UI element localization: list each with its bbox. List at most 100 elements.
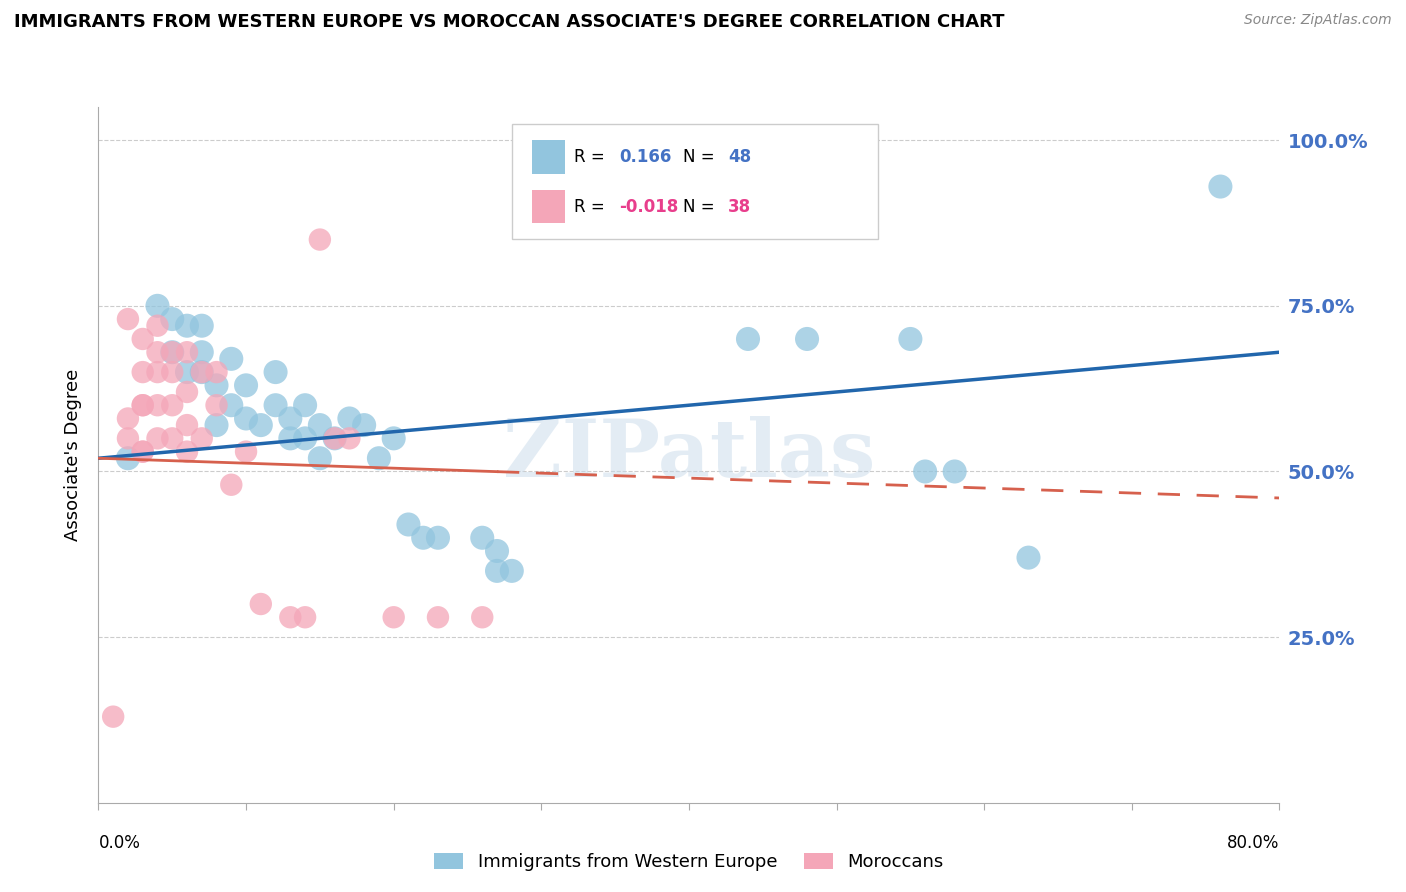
Point (412, 531, 434, 545)
Point (176, 444, 198, 458)
Text: Source: ZipAtlas.com: Source: ZipAtlas.com (1244, 13, 1392, 28)
Point (323, 431, 346, 445)
Point (162, 431, 183, 445)
Point (117, 312, 139, 326)
Point (205, 378, 228, 392)
Point (648, 146, 671, 161)
Point (427, 610, 450, 624)
Point (339, 411, 360, 425)
Point (1017, 550, 1039, 565)
Point (219, 398, 242, 412)
Point (205, 418, 228, 433)
Point (162, 365, 183, 379)
Text: 80.0%: 80.0% (1227, 834, 1279, 852)
Point (191, 318, 214, 333)
Point (146, 431, 169, 445)
Text: R =: R = (575, 148, 610, 166)
Point (117, 451, 139, 466)
Point (235, 378, 257, 392)
Point (900, 332, 922, 346)
Point (162, 345, 183, 359)
Point (471, 610, 494, 624)
Point (309, 451, 332, 466)
Point (368, 451, 391, 466)
Text: 48: 48 (728, 148, 751, 166)
Point (278, 431, 302, 445)
Text: 0.166: 0.166 (619, 148, 672, 166)
Point (191, 345, 214, 359)
Point (309, 233, 332, 247)
Y-axis label: Associate's Degree: Associate's Degree (65, 368, 83, 541)
Point (235, 411, 257, 425)
Point (278, 610, 302, 624)
Text: -0.018: -0.018 (619, 198, 679, 216)
Point (219, 351, 242, 366)
Point (191, 365, 214, 379)
Point (737, 332, 759, 346)
FancyBboxPatch shape (531, 190, 565, 223)
Point (294, 398, 316, 412)
Point (162, 398, 183, 412)
Text: N =: N = (683, 148, 720, 166)
Point (235, 444, 257, 458)
Point (486, 564, 509, 578)
Text: ZIPatlas: ZIPatlas (503, 416, 875, 494)
Point (176, 365, 198, 379)
Text: N =: N = (683, 198, 720, 216)
Point (176, 384, 198, 399)
Point (132, 398, 155, 412)
Point (219, 477, 242, 491)
Point (264, 398, 287, 412)
Point (162, 312, 183, 326)
Point (353, 418, 375, 433)
Legend: Immigrants from Western Europe, Moroccans: Immigrants from Western Europe, Moroccan… (427, 846, 950, 879)
Point (176, 345, 198, 359)
Point (382, 431, 405, 445)
Point (664, 153, 686, 167)
Point (294, 431, 316, 445)
Point (146, 318, 169, 333)
Text: 38: 38 (728, 198, 751, 216)
Point (250, 418, 273, 433)
Point (132, 444, 155, 458)
Text: R =: R = (575, 198, 610, 216)
Point (294, 610, 316, 624)
Point (191, 431, 214, 445)
Point (146, 398, 169, 412)
Point (486, 544, 509, 558)
Point (396, 517, 419, 532)
Point (648, 146, 671, 161)
Point (132, 365, 155, 379)
Point (176, 418, 198, 433)
Point (633, 146, 655, 161)
Point (205, 365, 228, 379)
Text: 0.0%: 0.0% (98, 834, 141, 852)
Point (309, 418, 332, 433)
FancyBboxPatch shape (531, 140, 565, 174)
Point (132, 332, 155, 346)
Point (501, 564, 523, 578)
Point (914, 465, 936, 479)
Point (132, 444, 155, 458)
FancyBboxPatch shape (512, 124, 877, 239)
Point (427, 531, 450, 545)
Point (278, 411, 302, 425)
Point (176, 318, 198, 333)
Point (146, 345, 169, 359)
Point (103, 709, 125, 723)
Text: IMMIGRANTS FROM WESTERN EUROPE VS MOROCCAN ASSOCIATE'S DEGREE CORRELATION CHART: IMMIGRANTS FROM WESTERN EUROPE VS MOROCC… (14, 13, 1004, 31)
Point (132, 398, 155, 412)
Point (117, 411, 139, 425)
Point (943, 465, 966, 479)
Point (796, 332, 818, 346)
Point (146, 299, 169, 313)
Point (146, 365, 169, 379)
Point (678, 153, 700, 167)
Point (162, 345, 183, 359)
Point (191, 365, 214, 379)
Point (1209, 179, 1232, 194)
Point (117, 431, 139, 445)
Point (323, 431, 346, 445)
Point (382, 610, 405, 624)
Point (471, 531, 494, 545)
